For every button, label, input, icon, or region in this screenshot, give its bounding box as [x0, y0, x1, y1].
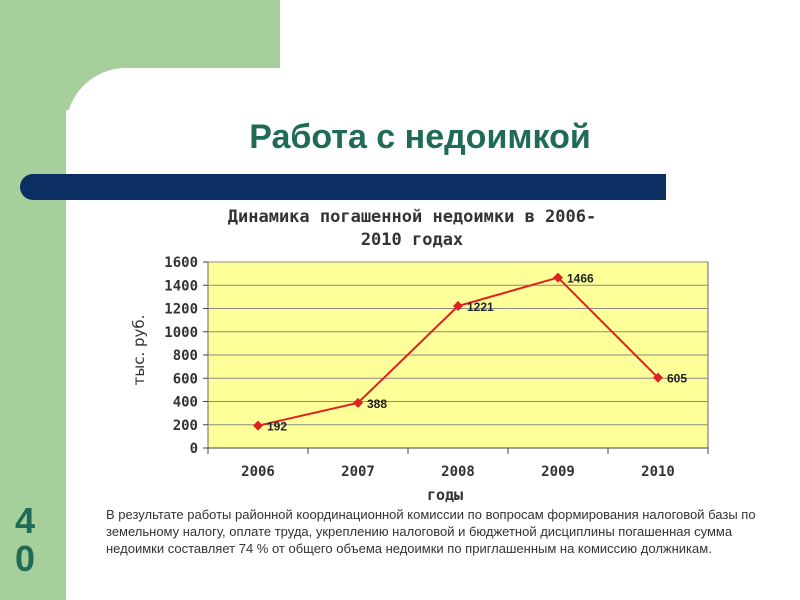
chart-title-line-2: 2010 годах: [361, 230, 463, 250]
y-tick-label: 1200: [164, 302, 198, 318]
page-number-digit-2: 0: [14, 538, 36, 579]
page-number-digit-1: 4: [14, 500, 36, 541]
x-tick-label: 2006: [241, 464, 275, 480]
x-tick-label: 2010: [641, 464, 675, 480]
y-tick-label: 200: [173, 418, 198, 434]
chart-title-line-1: Динамика погашенной недоимки в 2006-: [228, 207, 596, 227]
y-axis-label: тыс. руб.: [130, 315, 148, 386]
data-point: [353, 397, 363, 408]
data-point: [653, 372, 663, 383]
x-tick-label: 2009: [541, 464, 575, 480]
page-number: 4 0: [10, 502, 40, 578]
data-point: [253, 420, 263, 431]
slide-title: Работа с недоимкой: [249, 118, 591, 156]
y-tick-label: 0: [190, 441, 198, 457]
x-tick-label: 2007: [341, 464, 375, 480]
data-label: 1221: [467, 300, 494, 314]
data-point: [553, 272, 563, 283]
y-tick-label: 1400: [164, 278, 198, 294]
title-underline-bar: [20, 174, 666, 200]
y-tick-label: 600: [173, 371, 198, 387]
line-chart: Динамика погашенной недоимки в 2006- 201…: [130, 207, 709, 504]
data-label: 192: [267, 420, 287, 434]
y-tick-label: 400: [173, 395, 198, 411]
x-tick-label: 2008: [441, 464, 475, 480]
summary-caption: В результате работы районной координацио…: [106, 507, 756, 556]
data-label: 388: [367, 397, 387, 411]
data-label: 1466: [567, 272, 594, 286]
data-point: [453, 301, 463, 312]
y-tick-label: 1600: [164, 255, 198, 271]
y-tick-label: 800: [173, 348, 198, 364]
x-axis-label: годы: [427, 486, 463, 504]
data-label: 605: [667, 372, 687, 386]
y-tick-label: 1000: [164, 325, 198, 341]
